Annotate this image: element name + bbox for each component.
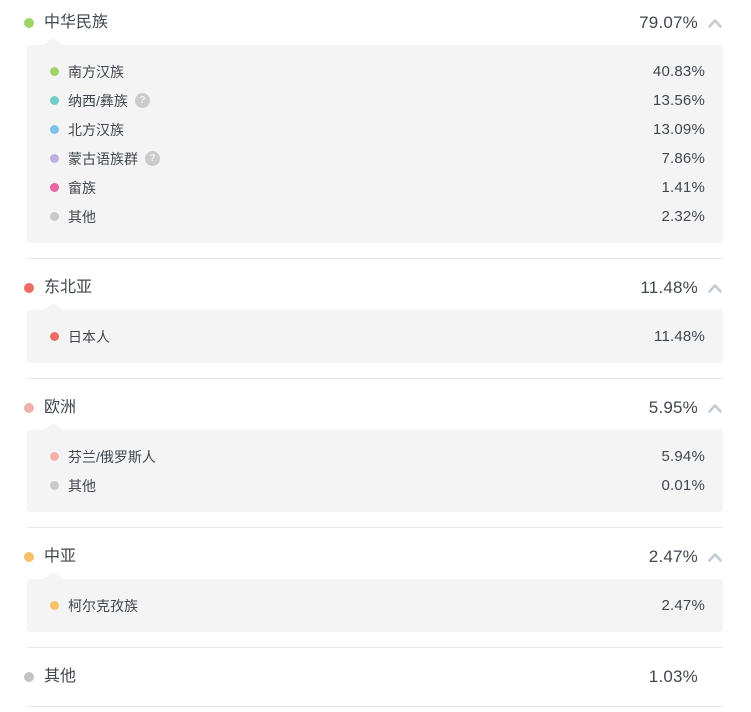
- subgroup-label: 柯尔克孜族: [68, 597, 138, 614]
- category-dot: [24, 672, 34, 682]
- panel-notch: [43, 38, 63, 45]
- subgroup-percent: 1.41%: [661, 179, 705, 196]
- chevron-up-icon[interactable]: [707, 18, 723, 29]
- subgroup-dot: [50, 332, 59, 341]
- category-title: 欧洲: [44, 399, 77, 416]
- subgroup-percent: 5.94%: [661, 448, 705, 465]
- chevron-up-icon[interactable]: [707, 552, 723, 563]
- list-item: 北方汉族 13.09%: [27, 115, 723, 144]
- section-divider: [27, 647, 723, 648]
- subgroup-label: 北方汉族: [68, 121, 124, 138]
- category-title: 东北亚: [44, 279, 93, 296]
- subgroup-percent: 2.47%: [661, 597, 705, 614]
- section-header-zhonghua[interactable]: 中华民族 79.07%: [0, 9, 751, 37]
- subgroup-dot: [50, 212, 59, 221]
- subgroup-dot: [50, 154, 59, 163]
- list-item: 南方汉族 40.83%: [27, 57, 723, 86]
- subgroup-label: 其他: [68, 477, 96, 494]
- subgroup-dot: [50, 452, 59, 461]
- subgroup-dot: [50, 481, 59, 490]
- subgroup-percent: 7.86%: [661, 150, 705, 167]
- help-icon[interactable]: ?: [134, 93, 150, 108]
- subgroup-label: 纳西/彝族: [68, 92, 128, 109]
- help-icon[interactable]: ?: [145, 151, 160, 166]
- list-item: 蒙古语族群 ? 7.86%: [27, 144, 723, 173]
- subgroup-panel: 芬兰/俄罗斯人 5.94% 其他 0.01%: [27, 423, 723, 512]
- subgroup-percent: 2.32%: [661, 208, 705, 225]
- category-percent: 1.03%: [648, 667, 698, 686]
- subgroup-dot: [50, 96, 59, 105]
- list-item: 纳西/彝族 ? 13.56%: [27, 86, 723, 115]
- list-item: 日本人 11.48%: [27, 322, 723, 351]
- subgroup-panel: 柯尔克孜族 2.47%: [27, 572, 723, 632]
- category-dot: [24, 283, 34, 293]
- category-dot: [24, 403, 34, 413]
- section-header-other: 其他 1.03%: [0, 663, 751, 691]
- category-percent: 79.07%: [639, 13, 698, 32]
- section-header-northeast-asia[interactable]: 东北亚 11.48%: [0, 274, 751, 302]
- category-percent: 11.48%: [640, 278, 698, 297]
- subgroup-percent: 40.83%: [652, 63, 705, 80]
- subgroup-dot: [50, 125, 59, 134]
- subgroup-percent: 11.48%: [654, 328, 705, 345]
- subgroup-label: 日本人: [68, 328, 110, 345]
- section-divider: [27, 706, 723, 707]
- subgroup-panel: 南方汉族 40.83% 纳西/彝族 ? 13.56% 北方汉族 13.09% 蒙…: [27, 38, 723, 243]
- panel-notch: [43, 423, 63, 430]
- list-item: 芬兰/俄罗斯人 5.94%: [27, 442, 723, 471]
- section-header-central-asia[interactable]: 中亚 2.47%: [0, 543, 751, 571]
- panel-notch: [43, 572, 63, 579]
- chevron-up-icon[interactable]: [707, 283, 723, 294]
- category-percent: 2.47%: [648, 547, 698, 566]
- section-divider: [27, 378, 723, 379]
- subgroup-panel: 日本人 11.48%: [27, 303, 723, 363]
- subgroup-label: 蒙古语族群: [68, 150, 138, 167]
- subgroup-label: 其他: [68, 208, 96, 225]
- subgroup-label: 南方汉族: [68, 63, 124, 80]
- subgroup-percent: 13.56%: [652, 92, 705, 109]
- subgroup-label: 芬兰/俄罗斯人: [68, 448, 156, 465]
- list-item: 其他 2.32%: [27, 202, 723, 231]
- category-dot: [24, 18, 34, 28]
- panel-notch: [43, 303, 63, 310]
- list-item: 畲族 1.41%: [27, 173, 723, 202]
- section-header-europe[interactable]: 欧洲 5.95%: [0, 394, 751, 422]
- category-dot: [24, 552, 34, 562]
- subgroup-dot: [50, 183, 59, 192]
- list-item: 其他 0.01%: [27, 471, 723, 500]
- subgroup-label: 畲族: [68, 179, 96, 196]
- section-divider: [27, 258, 723, 259]
- subgroup-percent: 13.09%: [652, 121, 705, 138]
- category-title: 其他: [44, 668, 77, 685]
- category-percent: 5.95%: [648, 398, 698, 417]
- subgroup-percent: 0.01%: [661, 477, 705, 494]
- subgroup-dot: [50, 67, 59, 76]
- category-title: 中亚: [44, 548, 77, 565]
- subgroup-dot: [50, 601, 59, 610]
- chevron-up-icon[interactable]: [707, 403, 723, 414]
- category-title: 中华民族: [44, 14, 109, 31]
- list-item: 柯尔克孜族 2.47%: [27, 591, 723, 620]
- section-divider: [27, 527, 723, 528]
